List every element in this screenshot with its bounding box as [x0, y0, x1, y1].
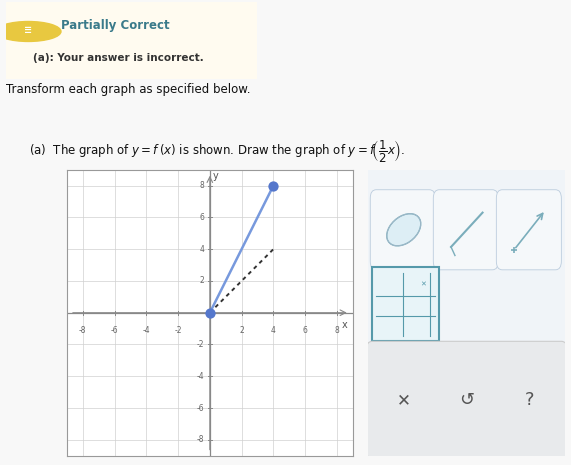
FancyBboxPatch shape — [370, 190, 435, 270]
Text: -8: -8 — [197, 435, 204, 445]
Text: ✕: ✕ — [397, 391, 411, 409]
Text: ?: ? — [525, 391, 534, 409]
Text: 2: 2 — [239, 326, 244, 335]
Text: -6: -6 — [111, 326, 118, 335]
Text: Transform each graph as specified below.: Transform each graph as specified below. — [6, 83, 250, 96]
Text: y: y — [212, 171, 218, 181]
Text: 6: 6 — [199, 213, 204, 222]
Text: (a)  The graph of $y = f\,(x)$ is shown. Draw the graph of $y = f\!\left(\dfrac{: (a) The graph of $y = f\,(x)$ is shown. … — [29, 138, 405, 164]
Text: 2: 2 — [199, 276, 204, 286]
Text: ≡: ≡ — [24, 25, 33, 35]
Text: -8: -8 — [79, 326, 86, 335]
Text: -4: -4 — [143, 326, 150, 335]
Point — [206, 309, 215, 317]
FancyBboxPatch shape — [496, 190, 561, 270]
Point — [269, 182, 278, 189]
FancyBboxPatch shape — [359, 155, 571, 465]
Text: (a): Your answer is incorrect.: (a): Your answer is incorrect. — [33, 53, 204, 63]
Circle shape — [0, 21, 61, 41]
Text: -2: -2 — [174, 326, 182, 335]
Text: -6: -6 — [196, 404, 204, 412]
Text: 4: 4 — [199, 245, 204, 254]
Text: 4: 4 — [271, 326, 276, 335]
FancyBboxPatch shape — [367, 341, 567, 458]
FancyBboxPatch shape — [433, 190, 498, 270]
Text: Partially Correct: Partially Correct — [61, 19, 170, 32]
FancyBboxPatch shape — [372, 267, 439, 341]
Ellipse shape — [387, 214, 421, 246]
Text: -2: -2 — [197, 340, 204, 349]
Text: -4: -4 — [196, 372, 204, 381]
FancyBboxPatch shape — [0, 0, 272, 84]
Text: 8: 8 — [335, 326, 339, 335]
Text: 6: 6 — [303, 326, 308, 335]
Text: 8: 8 — [199, 181, 204, 190]
Text: x: x — [342, 320, 348, 331]
Text: ↺: ↺ — [459, 391, 475, 409]
Text: ✕: ✕ — [420, 281, 427, 287]
